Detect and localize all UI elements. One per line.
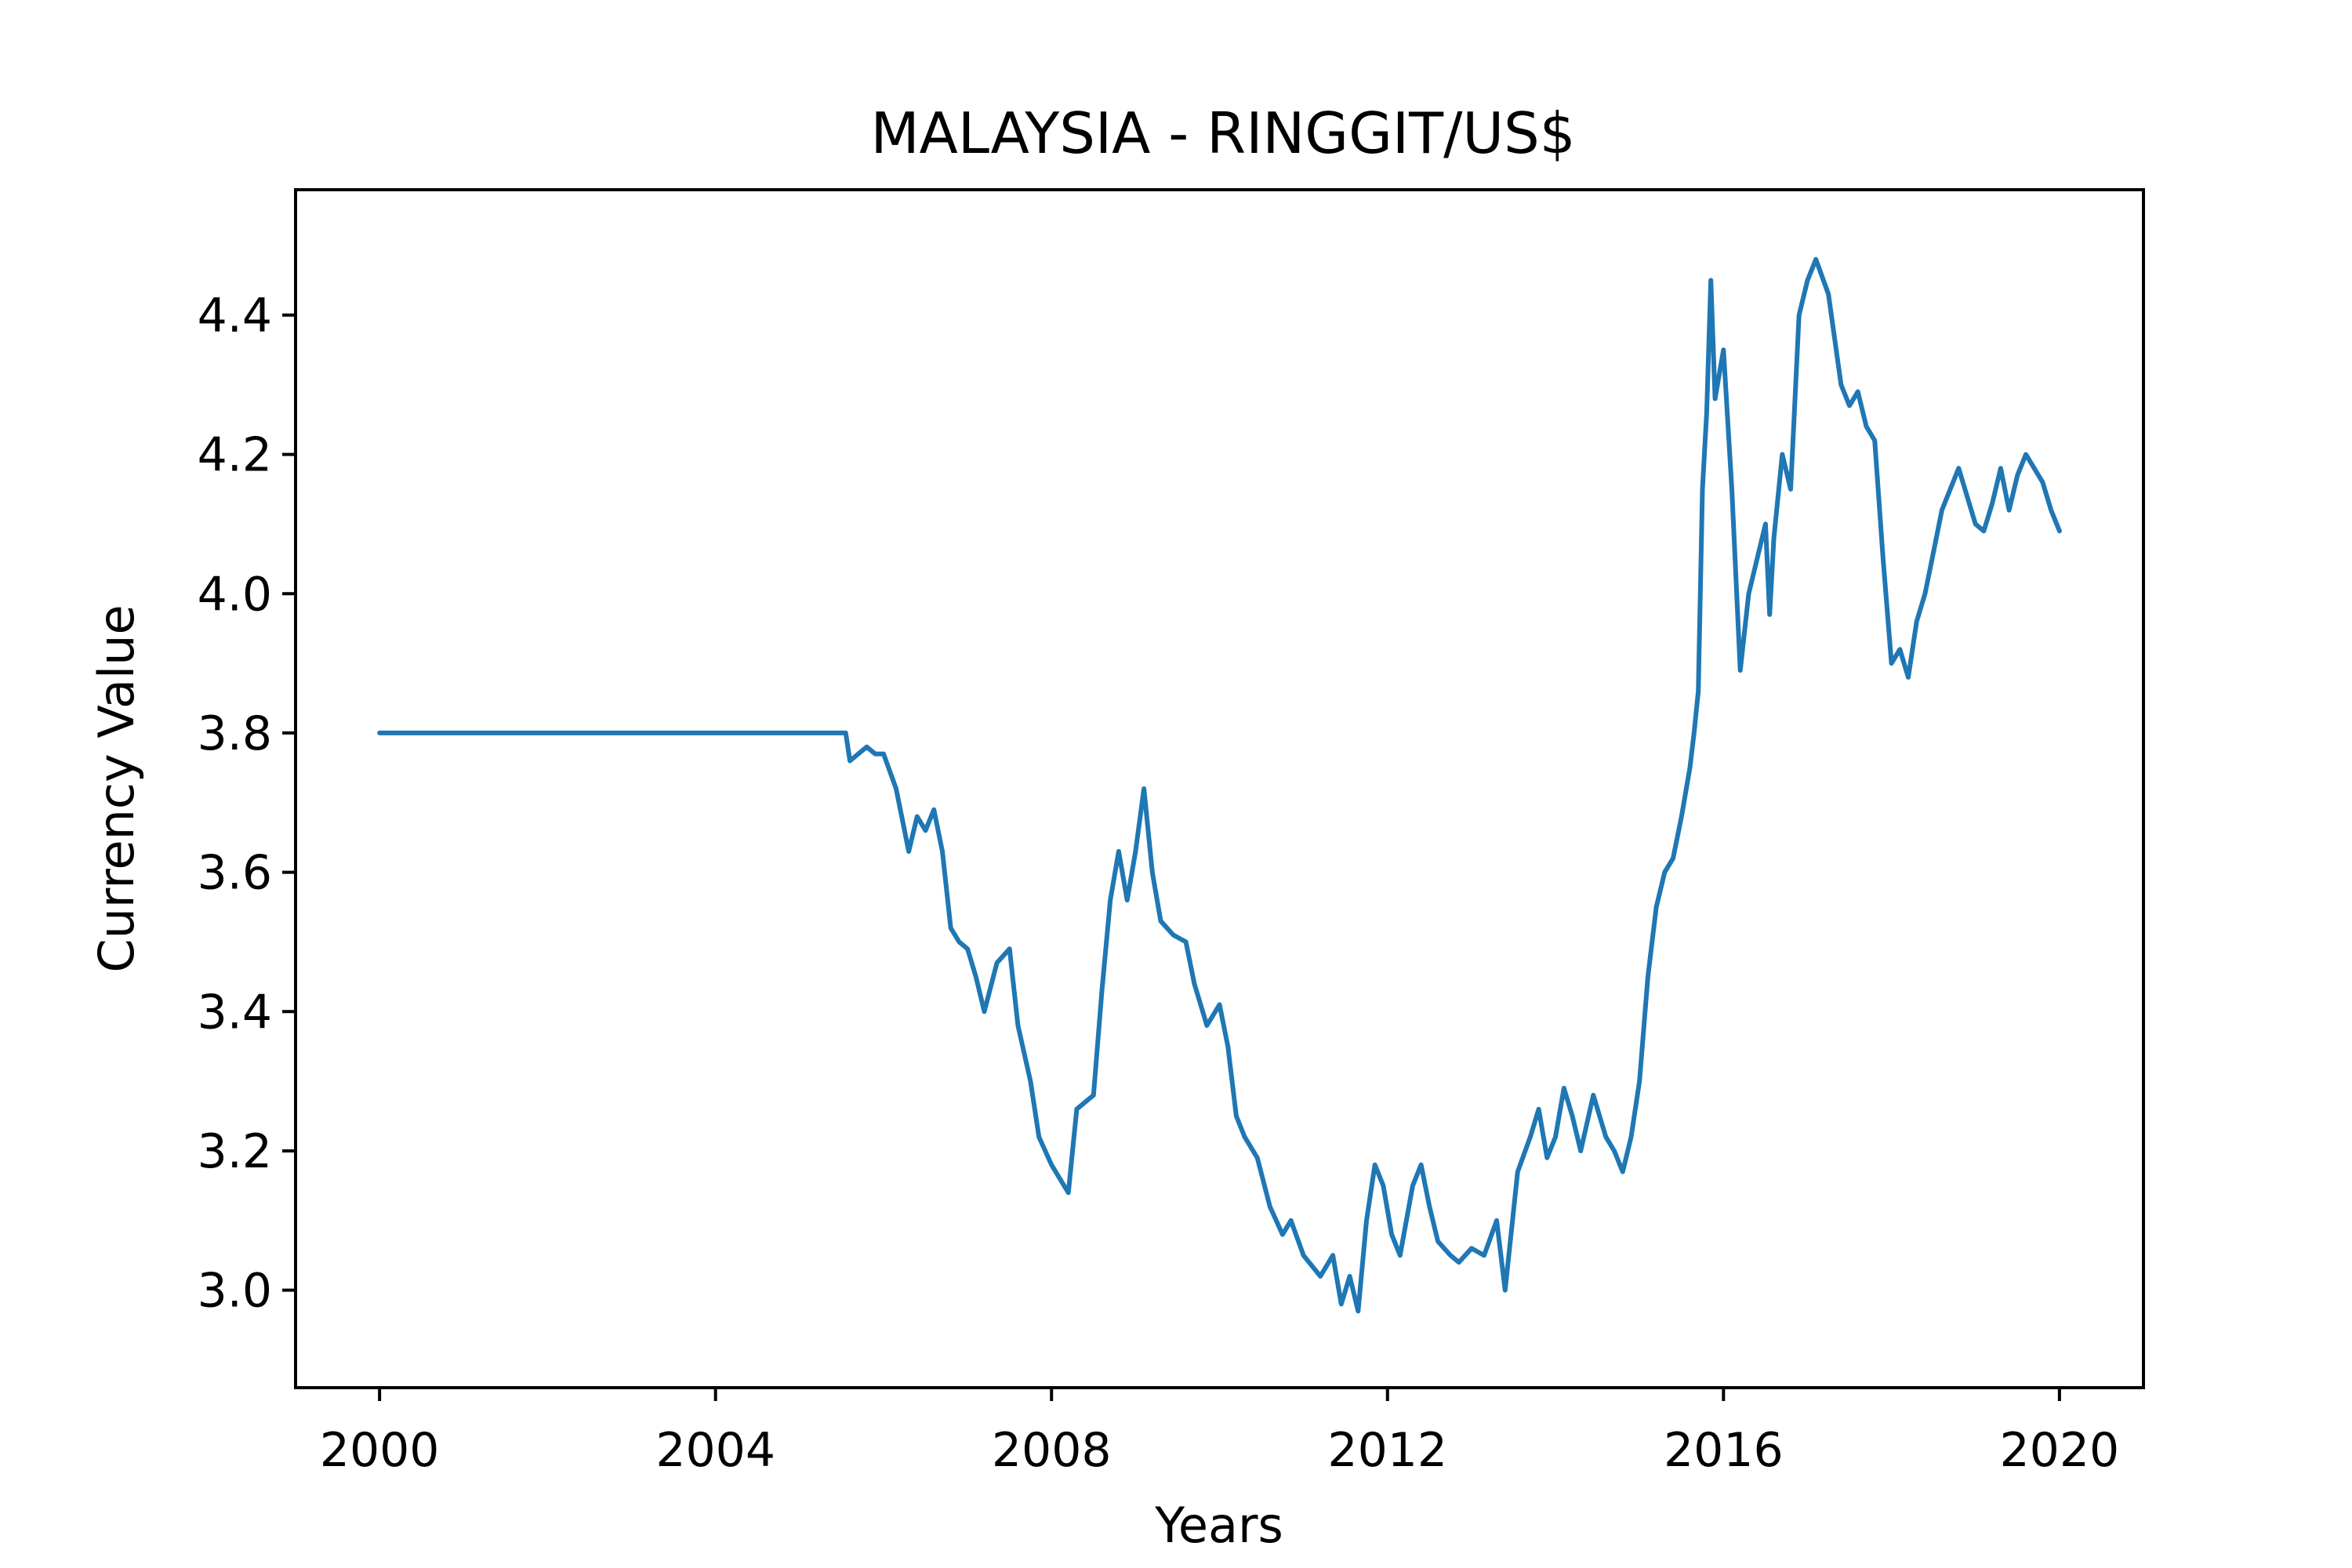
x-tick-label: 2020 (2000, 1423, 2120, 1478)
y-axis-label: Currency Value (88, 604, 145, 972)
x-axis: 2000 2004 2008 2012 2016 2020 (320, 1388, 2119, 1478)
y-tick-label: 3.2 (198, 1124, 272, 1179)
y-tick-label: 3.6 (198, 846, 272, 901)
y-tick-label: 4.2 (198, 428, 272, 483)
series-line-0 (377, 256, 2062, 1314)
y-axis: 3.0 3.2 3.4 3.6 3.8 4.0 4.2 4.4 (198, 289, 296, 1319)
y-tick-label: 4.0 (198, 567, 272, 622)
x-tick-label: 2008 (992, 1423, 1112, 1478)
x-tick-label: 2016 (1664, 1423, 1784, 1478)
y-tick-label: 4.4 (198, 289, 272, 343)
x-tick-label: 2004 (655, 1423, 775, 1478)
x-tick-label: 2000 (320, 1423, 440, 1478)
x-tick-label: 2012 (1327, 1423, 1447, 1478)
y-tick-label: 3.4 (198, 985, 272, 1040)
plot-frame (294, 188, 2145, 1389)
series-layer (377, 256, 2062, 1314)
x-axis-label: Years (1154, 1497, 1283, 1554)
y-tick-label: 3.0 (198, 1264, 272, 1319)
y-tick-label: 3.8 (198, 706, 272, 761)
chart-title: MALAYSIA - RINGGIT/US$ (870, 100, 1575, 166)
